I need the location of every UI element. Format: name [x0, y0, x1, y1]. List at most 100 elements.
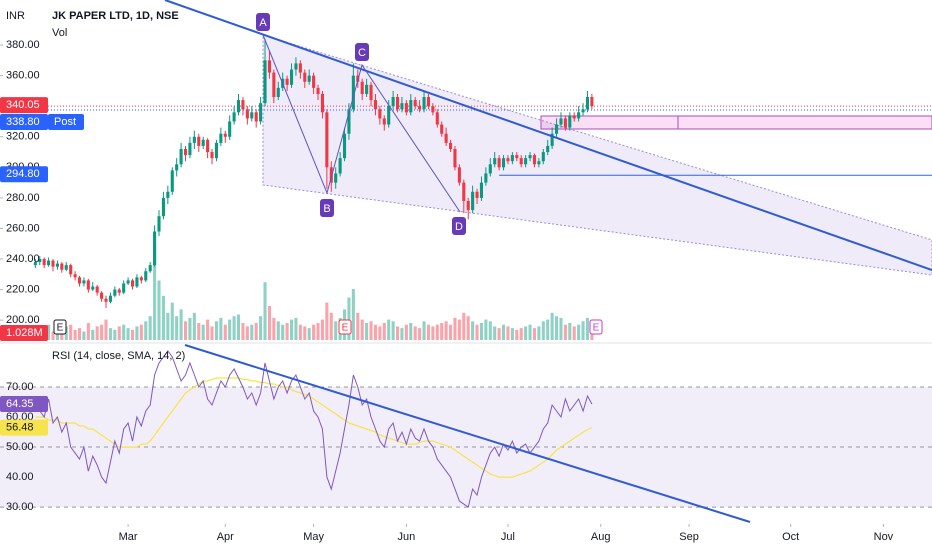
volume-bar — [497, 328, 501, 340]
event-label-bg — [589, 319, 603, 335]
volume-bar — [223, 324, 227, 340]
volume-bar — [303, 326, 307, 340]
candle-body — [418, 106, 422, 110]
candle-body — [537, 161, 541, 165]
rsi-sma-last-bg — [0, 419, 48, 436]
candle-body — [572, 115, 576, 119]
level-label-bg — [0, 166, 48, 183]
candle-body — [475, 191, 479, 198]
candle-body — [201, 139, 205, 146]
volume-bar — [347, 297, 351, 340]
candle-body — [320, 93, 324, 113]
candle-body — [100, 292, 104, 299]
volume-bar — [272, 317, 276, 340]
candle-body — [351, 75, 355, 110]
candle-body — [267, 60, 271, 73]
volume-bar — [214, 321, 218, 340]
candle-body — [95, 286, 99, 293]
volume-bar — [373, 324, 377, 340]
volume-bar — [329, 312, 333, 340]
x-tick-label: Jul — [501, 531, 515, 543]
volume-bar — [475, 324, 479, 340]
volume-bar — [320, 319, 324, 340]
volume-bar — [585, 317, 590, 340]
candle-body — [440, 124, 444, 134]
volume-bar — [206, 319, 210, 340]
volume-bar — [400, 328, 404, 340]
volume-bar — [201, 324, 205, 340]
candle-body — [148, 265, 152, 272]
x-tick-label: Jun — [397, 531, 415, 543]
candle-body — [307, 75, 311, 82]
candle-body — [524, 158, 528, 165]
candle-body — [219, 133, 223, 143]
event-label-bg — [53, 319, 67, 335]
candle-body — [108, 295, 112, 302]
candle-body — [188, 142, 192, 156]
volume-bar — [387, 319, 391, 340]
candle-body — [426, 97, 431, 107]
volume-bar — [135, 326, 139, 340]
volume-bar — [113, 329, 117, 340]
volume-bar — [466, 316, 470, 340]
volume-bar — [501, 324, 506, 340]
currency: INR — [6, 10, 25, 22]
post-price-label-bg — [0, 114, 48, 131]
candle-body — [104, 298, 108, 302]
volume-bar — [426, 324, 431, 340]
volume-bar — [51, 331, 55, 340]
last-price-label: 340.05 — [6, 99, 40, 111]
volume-bar — [179, 309, 183, 340]
volume-bar — [519, 328, 523, 340]
candle-body — [550, 133, 554, 146]
volume-bar — [581, 321, 585, 340]
candle-body — [285, 78, 289, 85]
candle-body — [135, 277, 139, 287]
volume-bar — [228, 319, 232, 340]
volume-bar — [139, 324, 143, 340]
candle-body — [241, 100, 245, 110]
volume-bar — [289, 319, 294, 340]
volume-bar — [236, 314, 241, 340]
volume-bar — [157, 280, 161, 340]
volume-bar — [440, 323, 444, 340]
y-tick-label: 320.00 — [6, 131, 40, 143]
candle-body — [466, 200, 470, 211]
candle-body — [590, 97, 594, 107]
volume-bar — [462, 312, 466, 340]
volume-bar — [369, 321, 373, 340]
volume-bar — [555, 316, 559, 340]
candle-body — [250, 112, 254, 119]
candle-body — [555, 124, 559, 134]
volume-bar — [104, 319, 108, 340]
candle-body — [471, 191, 475, 211]
volume-bar — [285, 323, 289, 340]
y-tick-label: 260.00 — [6, 222, 40, 234]
candle-body — [91, 286, 95, 290]
candle-body — [347, 109, 351, 134]
volume-bar — [457, 319, 461, 340]
pattern-label: A — [259, 17, 267, 29]
volume-bar — [316, 323, 320, 340]
rsi-line — [34, 350, 593, 508]
candle-body — [387, 106, 391, 125]
candle-body — [395, 97, 400, 110]
rsi-tick-label: 30.00 — [6, 501, 34, 513]
drawings-front — [0, 0, 932, 523]
rsi-last-label-bg — [0, 395, 48, 412]
candle-body — [559, 118, 563, 125]
candle-body — [342, 133, 347, 159]
labels: INR JK PAPER LTD, 1D, NSE Vol RSI (14, c… — [0, 10, 894, 543]
volume-bar — [563, 324, 567, 340]
candle-body — [161, 197, 165, 217]
candle-body — [373, 100, 377, 110]
x-tick-label: May — [303, 531, 324, 543]
volume-bar — [404, 324, 408, 340]
candle-body — [435, 112, 439, 125]
candle-body — [206, 139, 210, 153]
candle-body — [325, 112, 329, 168]
event-label-bg — [338, 319, 352, 335]
candle-body — [245, 109, 249, 119]
candle-body — [82, 280, 86, 284]
